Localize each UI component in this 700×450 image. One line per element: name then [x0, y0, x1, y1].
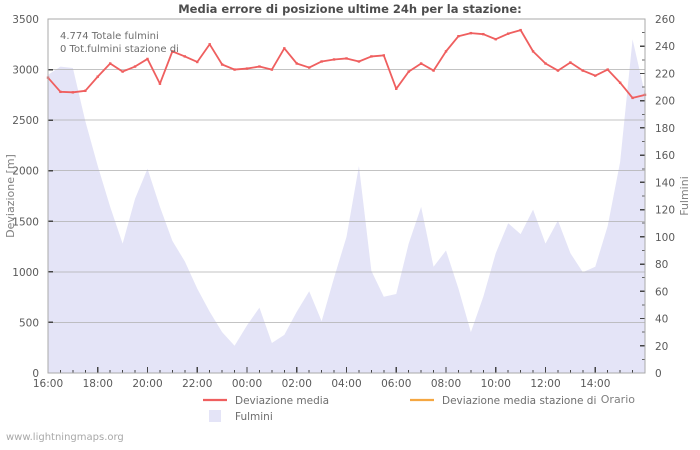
data-point [84, 89, 87, 93]
x-axis-tick-label: 06:00 [381, 378, 411, 390]
y2-axis-tick-label: 260 [655, 14, 675, 26]
data-point [506, 32, 510, 35]
data-point [208, 43, 211, 46]
y-axis-title: Deviazione [m] [4, 154, 17, 238]
y-axis-tick-label: 3500 [12, 14, 39, 26]
site-footer: www.lightningmaps.org [6, 432, 124, 443]
data-point [357, 60, 361, 63]
y2-axis-tick-label: 20 [655, 341, 668, 353]
x-axis-tick-label: 20:00 [132, 378, 162, 390]
y2-axis-tick-label: 140 [655, 177, 675, 189]
data-point [270, 68, 274, 71]
y-axis-tick-label: 1500 [12, 216, 39, 228]
y2-axis-tick-label: 40 [655, 314, 668, 326]
x-axis-tick-label: 10:00 [481, 378, 511, 390]
data-point [631, 96, 634, 100]
x-axis-tick-label: 08:00 [431, 378, 461, 390]
x-axis-tick-label: 00:00 [232, 378, 262, 390]
annotation-station-strokes: 0 Tot.fulmini stazione di [60, 44, 179, 55]
data-point [594, 74, 597, 77]
x-axis-tick-label: 16:00 [33, 378, 63, 390]
data-point [146, 57, 149, 61]
x-axis-tick-label: 22:00 [182, 378, 212, 390]
data-point [283, 47, 286, 50]
plot-frame [47, 18, 646, 374]
data-point [494, 38, 497, 41]
annotation-total-strokes: 4.774 Totale fulmini [60, 31, 159, 42]
data-point [245, 67, 249, 70]
data-point [196, 60, 199, 64]
y2-axis-tick-label: 120 [655, 205, 675, 217]
data-point [519, 28, 522, 32]
y2-axis-tick-label: 60 [655, 286, 668, 298]
data-point [171, 50, 174, 53]
data-point [531, 50, 535, 53]
y2-axis-tick-label: 160 [655, 150, 675, 162]
y2-axis-tick-label: 0 [655, 368, 662, 380]
y-axis-tick-label: 2000 [12, 166, 39, 178]
legend-label-fulmini: Fulmini [235, 411, 273, 423]
y2-axis-tick-label: 80 [655, 259, 668, 271]
x-axis-title: Orario [601, 393, 636, 406]
y2-axis-tick-label: 100 [655, 232, 675, 244]
data-point [581, 69, 585, 72]
data-point [258, 65, 261, 68]
data-point [569, 61, 572, 64]
y2-axis-tick-label: 180 [655, 123, 675, 135]
legend-label-deviazione-media-stazione: Deviazione media stazione di [442, 395, 596, 407]
data-point [108, 62, 112, 65]
x-axis-tick-label: 18:00 [83, 378, 113, 390]
data-point [121, 70, 124, 73]
data-point [382, 54, 386, 57]
data-point [556, 69, 560, 72]
data-point [544, 62, 547, 65]
data-point [59, 90, 62, 94]
data-point [332, 58, 336, 61]
data-point [345, 57, 348, 60]
data-point [370, 55, 373, 58]
y-axis-tick-label: 1000 [12, 267, 39, 279]
data-point [220, 63, 224, 66]
x-axis-tick-label: 14:00 [580, 378, 610, 390]
x-axis-tick-label: 04:00 [331, 378, 361, 390]
y2-axis-tick-label: 200 [655, 96, 675, 108]
x-axis-tick-label: 12:00 [530, 378, 560, 390]
data-point [71, 91, 75, 94]
legend-swatch-fulmini [209, 410, 221, 422]
data-point [407, 70, 410, 73]
y-axis-tick-label: 0 [32, 368, 39, 380]
data-point [618, 81, 622, 84]
data-point [158, 82, 162, 85]
data-point [183, 55, 187, 58]
y2-axis-tick-label: 220 [655, 68, 675, 80]
data-point [133, 65, 137, 68]
data-point [444, 50, 448, 53]
data-point [469, 31, 473, 35]
y-axis-tick-label: 500 [19, 317, 39, 329]
data-point [320, 60, 323, 63]
y-axis-tick-label: 2500 [12, 115, 39, 127]
chart-title: Media errore di posizione ultime 24h per… [178, 2, 522, 16]
data-point [395, 87, 398, 90]
data-point [307, 66, 311, 69]
data-point [432, 69, 435, 72]
data-point [606, 68, 609, 71]
y2-axis-tick-label: 240 [655, 41, 675, 53]
x-axis-tick-label: 02:00 [282, 378, 312, 390]
data-point [482, 32, 485, 36]
area-series-fulmini [48, 39, 645, 374]
data-point [419, 62, 423, 65]
legend-label-deviazione-media: Deviazione media [235, 395, 329, 407]
y-axis-tick-label: 3000 [12, 65, 39, 77]
y2-axis-title: Fulmini [678, 176, 691, 216]
data-point [233, 68, 236, 71]
data-point [457, 34, 460, 38]
data-point [295, 62, 298, 65]
data-point [96, 75, 99, 78]
